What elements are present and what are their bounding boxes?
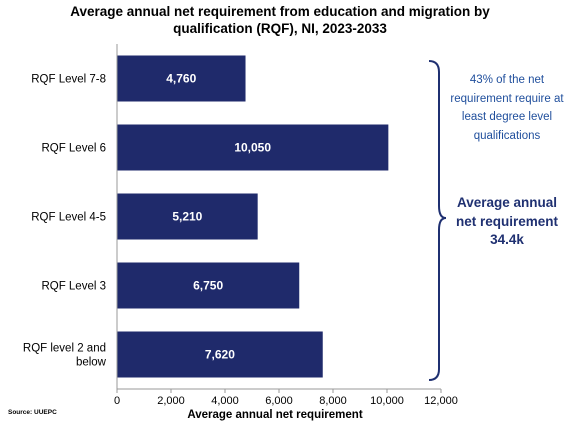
- x-tick-label: 2,000: [157, 395, 185, 407]
- bar-value-label: 7,620: [205, 348, 235, 362]
- degree-share-annotation: 43% of the net requirement require at le…: [450, 74, 564, 142]
- source-note: Source: UUEPC: [8, 409, 57, 416]
- x-tick-label: 0: [114, 395, 120, 407]
- x-axis-title: Average annual net requirement: [187, 409, 362, 421]
- category-label: RQF level 2 and below: [23, 343, 107, 369]
- bar-value-label: 5,210: [172, 210, 202, 224]
- bar-value-label: 10,050: [234, 141, 271, 155]
- bar: [117, 331, 323, 378]
- x-tick-label: 4,000: [211, 395, 239, 407]
- category-label: RQF Level 7-8: [31, 74, 106, 86]
- x-tick-label: 10,000: [370, 395, 404, 407]
- x-tick-label: 12,000: [424, 395, 458, 407]
- bar: [117, 55, 246, 102]
- x-tick-label: 8,000: [319, 395, 347, 407]
- bar: [117, 193, 258, 240]
- category-label: RQF Level 3: [41, 281, 106, 293]
- category-label: RQF Level 4-5: [31, 212, 106, 224]
- category-label: RQF Level 6: [41, 143, 106, 155]
- bar-value-label: 6,750: [193, 279, 223, 293]
- bar: [117, 124, 389, 171]
- bar-value-label: 4,760: [166, 72, 196, 86]
- total-requirement-annotation: Average annual net requirement 34.4k: [455, 195, 559, 247]
- bar: [117, 262, 300, 309]
- brace-shape: [428, 60, 447, 381]
- chart-title: Average annual net requirement from educ…: [70, 4, 490, 36]
- x-tick-label: 6,000: [265, 395, 293, 407]
